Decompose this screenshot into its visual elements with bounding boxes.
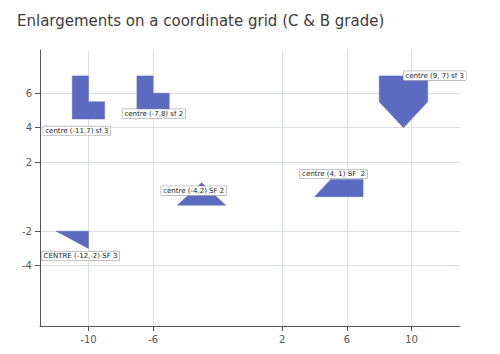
svg-text:centre (4, 1) SF 2: centre (4, 1) SF 2 (302, 170, 365, 178)
svg-text:centre (9, 7) sf 3: centre (9, 7) sf 3 (405, 72, 463, 80)
svg-text:CENTRE (-12,-2) SF 3: CENTRE (-12,-2) SF 3 (44, 252, 118, 260)
svg-text:-10: -10 (80, 334, 96, 345)
svg-text:-6: -6 (148, 334, 158, 345)
svg-text:centre (-11,7) sf 3: centre (-11,7) sf 3 (45, 127, 108, 135)
svg-text:centre (-7,8) sf 2: centre (-7,8) sf 2 (124, 110, 183, 118)
svg-text:-2: -2 (22, 226, 32, 237)
svg-text:4: 4 (26, 122, 32, 133)
svg-text:2: 2 (279, 334, 285, 345)
svg-text:2: 2 (26, 157, 32, 168)
svg-text:centre (-4,2) SF 2: centre (-4,2) SF 2 (163, 187, 224, 195)
svg-text:-4: -4 (22, 260, 32, 271)
svg-text:6: 6 (26, 88, 32, 99)
svg-text:10: 10 (405, 334, 418, 345)
svg-text:6: 6 (344, 334, 350, 345)
svg-text:Enlargements on a coordinate g: Enlargements on a coordinate grid (C & B… (17, 12, 384, 30)
